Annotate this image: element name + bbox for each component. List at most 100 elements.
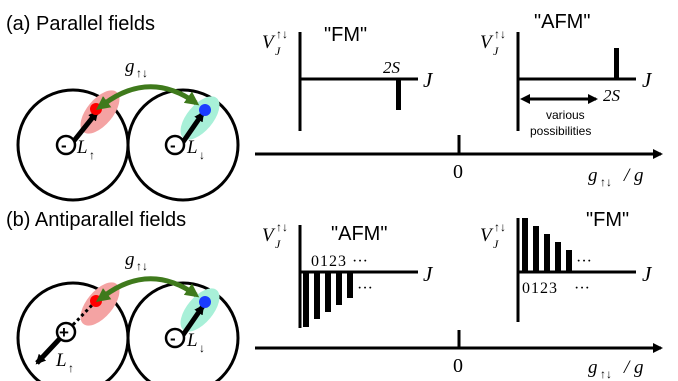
panel-a-axis-zero: 0 bbox=[453, 161, 463, 183]
panel-a-label: (a) Parallel fields bbox=[6, 13, 155, 35]
panel-a-left-charge-circle bbox=[55, 134, 77, 156]
panel-b-right-spin-circle bbox=[126, 281, 240, 381]
panel-a-left-charge: - bbox=[61, 136, 67, 155]
svg-text:↑↓: ↑↓ bbox=[494, 27, 506, 41]
panel-b-right-charge-circle bbox=[164, 327, 186, 349]
svg-text:↑: ↑ bbox=[89, 148, 95, 162]
panel-b-right-plot-yaxis-label: V ↑↓ J bbox=[480, 220, 506, 251]
panel-b-dotted-line bbox=[64, 299, 98, 334]
panel-b-right-plot-dots-top: ··· bbox=[576, 253, 592, 270]
svg-text:L: L bbox=[186, 330, 198, 351]
panel-b-left-bar-4 bbox=[347, 272, 353, 298]
panel-b-coupling-arrow bbox=[95, 276, 200, 302]
svg-text:↑: ↑ bbox=[68, 361, 74, 375]
panel-b-right-bar-3 bbox=[555, 242, 561, 272]
panel-b-right-plot: "FM" V ↑↓ J ··· 0123 ··· J bbox=[480, 209, 653, 322]
svg-text:J: J bbox=[275, 237, 281, 251]
svg-text:J: J bbox=[493, 237, 499, 251]
panel-b-right-bar-2 bbox=[544, 234, 550, 272]
panel-b-right-plot-ticks: 0123 bbox=[522, 280, 558, 297]
panel-b-left-plot-dots-bottom: ··· bbox=[357, 280, 373, 297]
panel-b-g-axis: 0 g ↑↓ / g bbox=[255, 330, 663, 381]
panel-b-red-dot bbox=[90, 295, 102, 307]
panel-a-g-axis: 0 g ↑↓ / g bbox=[255, 135, 663, 189]
panel-a-axis-label: g ↑↓ / g bbox=[588, 165, 644, 189]
panel-b-right-bar-0 bbox=[522, 218, 528, 272]
svg-text:↑↓: ↑↓ bbox=[136, 259, 148, 273]
panel-b-coupling-label: g ↑↓ bbox=[125, 249, 148, 273]
panel-a-fm-bar bbox=[396, 79, 401, 110]
svg-text:V: V bbox=[262, 32, 276, 53]
svg-text:g: g bbox=[588, 357, 598, 378]
panel-a-note-line2: possibilities bbox=[530, 124, 591, 138]
svg-text:↓: ↓ bbox=[199, 148, 205, 162]
svg-text:L: L bbox=[55, 350, 67, 371]
panel-b-right-bar-1 bbox=[533, 226, 539, 272]
panel-b-left-plot-title: "AFM" bbox=[331, 223, 387, 245]
panel-a-coupling-arrow bbox=[95, 84, 200, 110]
panel-a-left-plot-yaxis-label: V ↑↓ J bbox=[262, 27, 288, 58]
svg-text:g: g bbox=[125, 249, 135, 270]
panel-b-left-plot: "AFM" V ↑↓ J 0123 ··· ··· J bbox=[262, 220, 434, 328]
svg-text:↑↓: ↑↓ bbox=[136, 66, 148, 80]
panel-a-left-plot: "FM" V ↑↓ J 2S J bbox=[262, 24, 434, 131]
panel-a-blue-dot bbox=[199, 104, 211, 116]
panel-a-coupling-label: g ↑↓ bbox=[125, 56, 148, 80]
svg-text:g: g bbox=[588, 165, 598, 186]
svg-text:g: g bbox=[125, 56, 135, 77]
svg-text:J: J bbox=[275, 44, 281, 58]
panel-a-right-plot: "AFM" V ↑↓ J 2S J various possibilities bbox=[480, 11, 653, 138]
panel-b-left-bar-1 bbox=[314, 272, 320, 319]
panel-b-blue-dot bbox=[199, 296, 211, 308]
svg-text:↑↓: ↑↓ bbox=[600, 175, 612, 189]
panel-a-right-charge-circle bbox=[164, 134, 186, 156]
panel-a-right-plot-xaxis-label: J bbox=[642, 68, 653, 92]
panel-b-left-plot-ticks: 0123 bbox=[311, 253, 347, 270]
svg-text:J: J bbox=[493, 44, 499, 58]
panel-a-left-moment-arrow bbox=[71, 110, 99, 144]
svg-text:L: L bbox=[76, 137, 88, 158]
svg-text:↑↓: ↑↓ bbox=[276, 27, 288, 41]
panel-b-label: (b) Antiparallel fields bbox=[6, 209, 186, 231]
panel-a-left-plot-xaxis-label: J bbox=[423, 68, 434, 92]
panel-b-left-bar-3 bbox=[336, 272, 342, 305]
panel-a-right-plot-tick: 2S bbox=[603, 86, 621, 105]
panel-a-left-moment-label: L ↑ bbox=[76, 137, 95, 162]
panel-a-left-plot-tick: 2S bbox=[383, 58, 401, 77]
panel-b-left-charge-circle bbox=[55, 321, 77, 343]
panel-b-right-plot-dots-bottom: ··· bbox=[574, 280, 590, 297]
panel-b-left-plot-xaxis-label: J bbox=[423, 262, 434, 286]
svg-text:L: L bbox=[186, 137, 198, 158]
panel-b-left-moment-label: L ↑ bbox=[55, 350, 74, 375]
panel-b-axis-zero: 0 bbox=[453, 355, 463, 377]
svg-text:↓: ↓ bbox=[199, 341, 205, 355]
panel-b-right-moment-arrow bbox=[180, 304, 206, 337]
svg-text:↑↓: ↑↓ bbox=[494, 220, 506, 234]
panel-a-right-charge: - bbox=[170, 136, 176, 155]
panel-b-right-moment-label: L ↓ bbox=[186, 330, 205, 355]
panel-b-left-plot-dots-top: ··· bbox=[352, 253, 368, 270]
panel-b-right-plot-xaxis-label: J bbox=[642, 262, 653, 286]
panel-a-right-plot-yaxis-label: V ↑↓ J bbox=[480, 27, 506, 58]
svg-text:V: V bbox=[480, 32, 494, 53]
panel-a-afm-bar bbox=[614, 48, 619, 79]
panel-b-left-charge: + bbox=[59, 323, 69, 342]
svg-text:↑↓: ↑↓ bbox=[276, 220, 288, 234]
svg-text:/ g: / g bbox=[623, 357, 644, 378]
panel-b-left-bar-2 bbox=[325, 272, 331, 312]
panel-a-right-plot-title: "AFM" bbox=[534, 11, 590, 33]
panel-b-left-plot-yaxis-label: V ↑↓ J bbox=[262, 220, 288, 251]
panel-a-note-line1: various bbox=[546, 108, 585, 122]
panel-b-left-bar-0 bbox=[303, 272, 309, 327]
panel-b-right-charge: - bbox=[170, 329, 176, 348]
svg-text:↑↓: ↑↓ bbox=[600, 367, 612, 381]
svg-text:V: V bbox=[262, 225, 276, 246]
svg-text:V: V bbox=[480, 225, 494, 246]
panel-a-right-moment-arrow bbox=[180, 111, 206, 144]
panel-b-right-plot-title: "FM" bbox=[586, 209, 629, 231]
panel-b-axis-label: g ↑↓ / g bbox=[588, 357, 644, 381]
panel-a-left-plot-title: "FM" bbox=[324, 24, 367, 46]
panel-a-red-dot bbox=[90, 103, 102, 115]
